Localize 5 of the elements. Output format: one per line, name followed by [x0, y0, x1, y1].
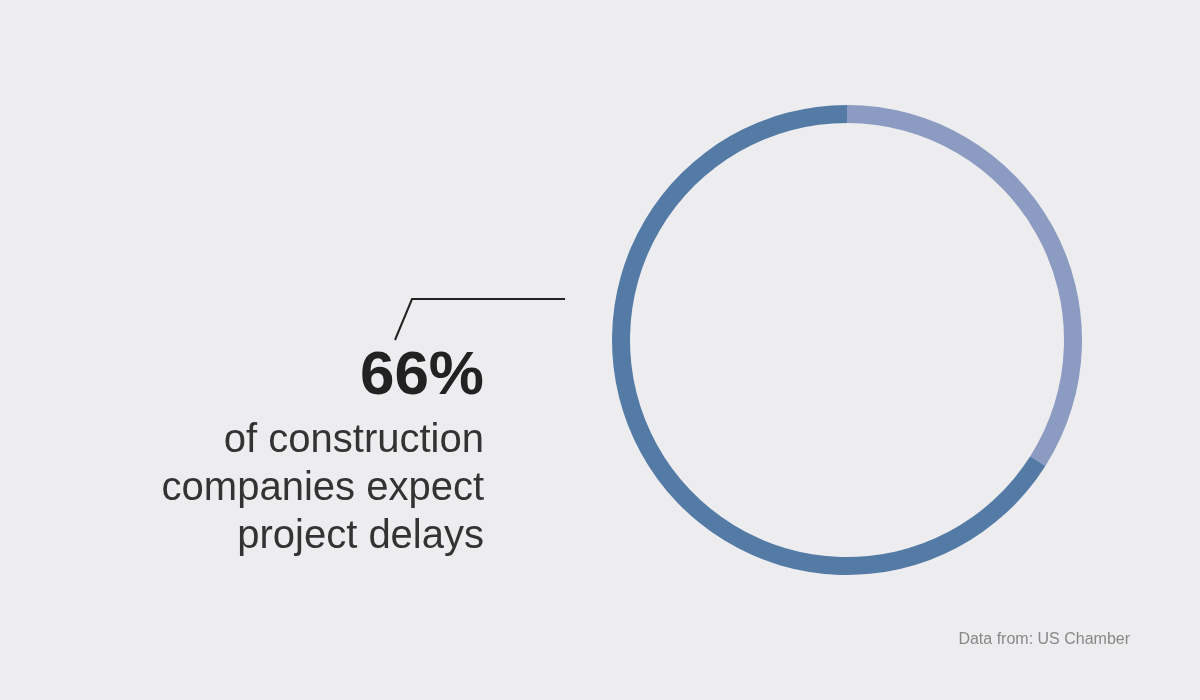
text: 66%	[359, 338, 484, 408]
text: of construction companies expect project delays	[160, 415, 484, 558]
donut-slice	[847, 105, 1082, 466]
donut-slice	[612, 105, 1046, 575]
text: Data from: US Chamber	[958, 630, 1130, 648]
